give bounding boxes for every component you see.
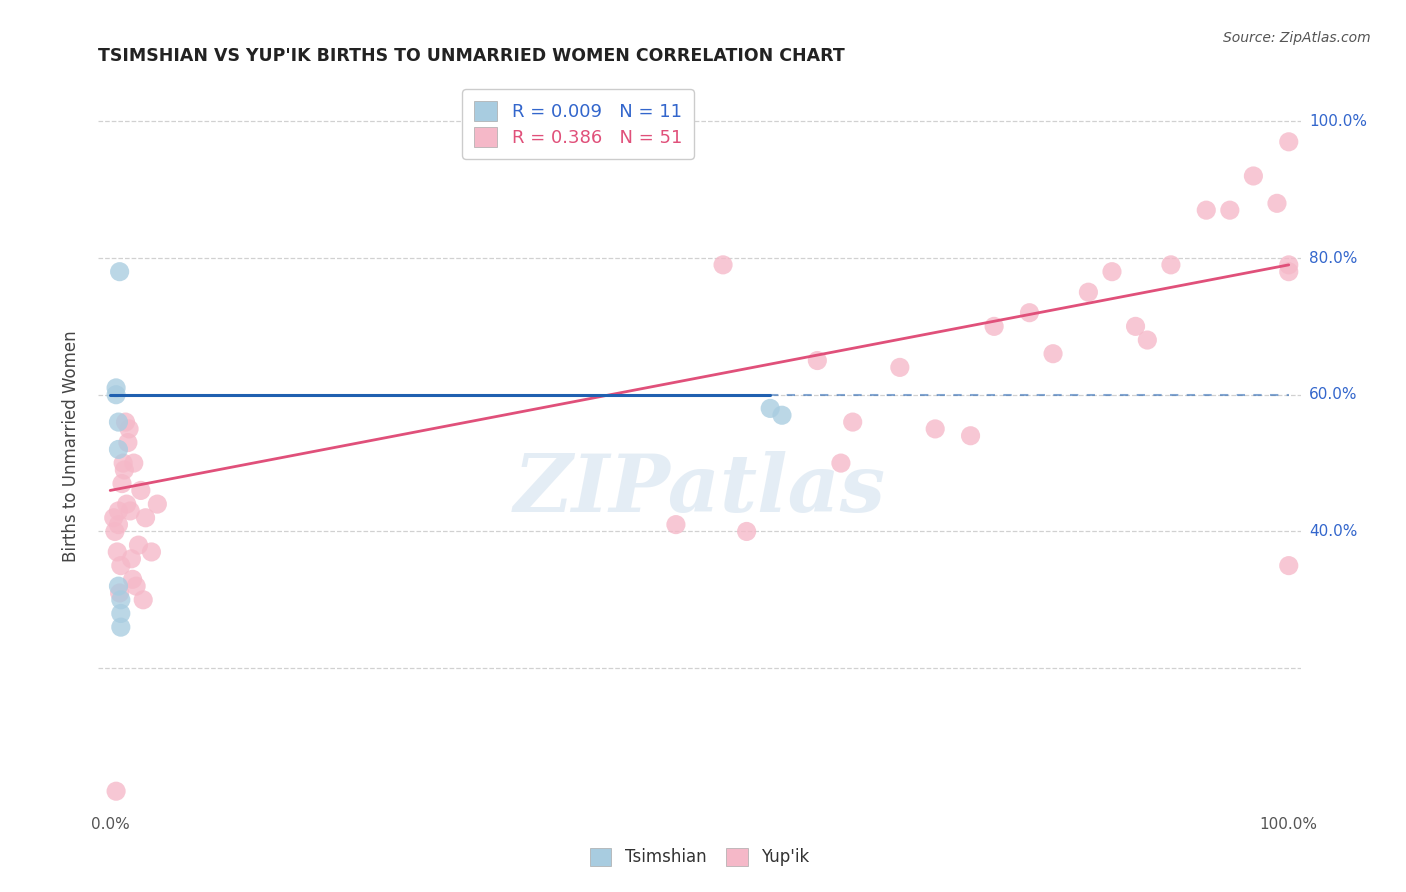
Point <box>104 524 127 539</box>
Y-axis label: Births to Unmarried Women: Births to Unmarried Women <box>62 330 80 562</box>
Point <box>108 265 131 279</box>
Point <box>103 510 125 524</box>
Point <box>665 517 688 532</box>
Point <box>114 415 136 429</box>
Point <box>1101 265 1123 279</box>
Point <box>924 422 946 436</box>
Point <box>1125 319 1147 334</box>
Point <box>107 504 129 518</box>
Point <box>132 592 155 607</box>
Point <box>1136 333 1159 347</box>
Point <box>146 497 169 511</box>
Point <box>110 592 132 607</box>
Point <box>983 319 1005 334</box>
Point <box>108 586 131 600</box>
Point <box>107 517 129 532</box>
Point <box>107 415 129 429</box>
Point <box>118 422 141 436</box>
Point <box>120 551 142 566</box>
Legend: Tsimshian, Yup'ik: Tsimshian, Yup'ik <box>583 841 815 873</box>
Text: 40.0%: 40.0% <box>1309 524 1357 539</box>
Point <box>711 258 734 272</box>
Point <box>121 572 143 586</box>
Text: TSIMSHIAN VS YUP'IK BIRTHS TO UNMARRIED WOMEN CORRELATION CHART: TSIMSHIAN VS YUP'IK BIRTHS TO UNMARRIED … <box>98 47 845 65</box>
Point <box>125 579 148 593</box>
Point <box>115 497 138 511</box>
Text: 80.0%: 80.0% <box>1309 251 1357 266</box>
Point <box>1160 258 1182 272</box>
Text: 60.0%: 60.0% <box>1309 387 1357 402</box>
Point <box>1219 203 1241 218</box>
Point <box>111 476 134 491</box>
Point <box>841 415 863 429</box>
Point <box>759 401 782 416</box>
Point <box>129 483 152 498</box>
Point <box>135 510 157 524</box>
Point <box>1278 135 1301 149</box>
Point <box>1042 347 1064 361</box>
Point <box>889 360 911 375</box>
Point <box>110 620 132 634</box>
Point <box>112 456 135 470</box>
Point <box>117 435 139 450</box>
Point <box>735 524 758 539</box>
Point <box>105 784 128 798</box>
Point <box>112 463 135 477</box>
Text: 100.0%: 100.0% <box>1309 114 1367 128</box>
Point <box>120 504 142 518</box>
Point <box>105 388 128 402</box>
Point <box>1241 169 1264 183</box>
Point <box>107 442 129 457</box>
Point <box>110 607 132 621</box>
Point <box>141 545 163 559</box>
Point <box>105 545 128 559</box>
Text: ZIPatlas: ZIPatlas <box>513 451 886 529</box>
Point <box>105 381 128 395</box>
Point <box>122 456 145 470</box>
Point <box>110 558 132 573</box>
Point <box>128 538 150 552</box>
Point <box>1278 558 1301 573</box>
Point <box>1077 285 1099 300</box>
Text: Source: ZipAtlas.com: Source: ZipAtlas.com <box>1223 31 1371 45</box>
Point <box>770 409 793 423</box>
Point <box>1278 265 1301 279</box>
Point <box>1265 196 1288 211</box>
Point <box>959 429 981 443</box>
Point <box>1018 306 1040 320</box>
Point <box>1278 258 1301 272</box>
Point <box>830 456 852 470</box>
Point <box>806 353 828 368</box>
Point <box>107 579 129 593</box>
Point <box>1195 203 1218 218</box>
